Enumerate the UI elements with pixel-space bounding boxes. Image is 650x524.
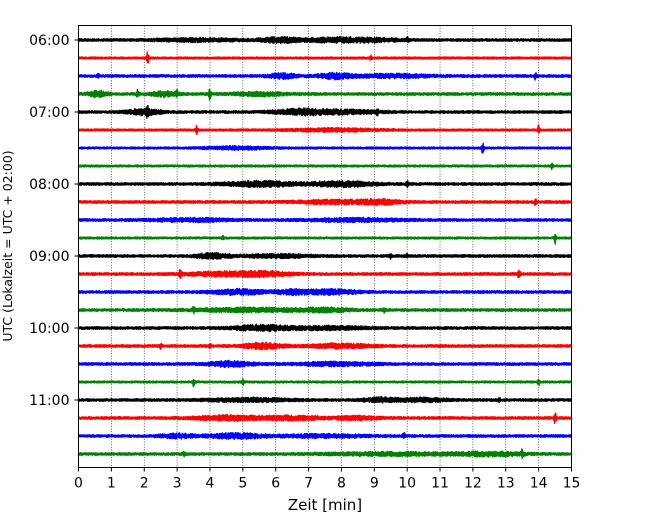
plot-frame <box>78 25 572 468</box>
x-tick-label-2: 2 <box>140 476 149 492</box>
trace-1100 <box>77 395 573 404</box>
x-tick-label-10: 10 <box>398 476 416 492</box>
x-tick-label-15: 15 <box>563 476 581 492</box>
y-tick-label-3: 09:00 <box>29 249 69 265</box>
x-tick-label-5: 5 <box>238 476 247 492</box>
trace-1115 <box>77 412 573 425</box>
y-axis-label: UTC (Lokalzeit = UTC + 02:00) <box>0 150 15 341</box>
trace-0600 <box>77 35 573 45</box>
x-tick-label-3: 3 <box>173 476 182 492</box>
y-tick-label-4: 10:00 <box>29 321 69 337</box>
y-tick-label-0: 06:00 <box>29 33 69 49</box>
trace-0900 <box>77 251 573 261</box>
trace-1015 <box>77 341 573 351</box>
x-tick-label-9: 9 <box>370 476 379 492</box>
trace-1045 <box>77 378 573 388</box>
x-tick-label-12: 12 <box>464 476 482 492</box>
trace-1000 <box>77 323 573 333</box>
trace-0730 <box>77 142 573 154</box>
trace-0930 <box>77 287 573 297</box>
x-tick-label-0: 0 <box>74 476 83 492</box>
trace-0815 <box>77 197 573 207</box>
x-tick-label-14: 14 <box>530 476 548 492</box>
y-tick-label-5: 11:00 <box>29 393 69 409</box>
trace-0800 <box>77 179 573 189</box>
x-tick-label-6: 6 <box>271 476 280 492</box>
trace-1145 <box>77 448 573 460</box>
x-tick-label-11: 11 <box>431 476 449 492</box>
trace-1130 <box>77 431 573 441</box>
y-tick-label-2: 08:00 <box>29 177 69 193</box>
trace-0615 <box>77 51 573 64</box>
x-tick-label-13: 13 <box>497 476 515 492</box>
trace-0830 <box>77 216 573 224</box>
x-tick-label-4: 4 <box>206 476 215 492</box>
y-tick-label-1: 07:00 <box>29 105 69 121</box>
trace-0715 <box>77 124 573 136</box>
trace-0645 <box>77 88 573 101</box>
y-axis-ticks: 06:00 07:00 08:00 09:00 10:00 11:00 <box>29 33 79 409</box>
trace-0745 <box>77 162 573 171</box>
x-tick-label-1: 1 <box>107 476 116 492</box>
x-tick-label-7: 7 <box>304 476 313 492</box>
trace-0630 <box>77 71 573 81</box>
trace-1030 <box>77 359 573 369</box>
x-axis-label: Zeit [min] <box>288 496 362 514</box>
trace-0700 <box>77 104 573 119</box>
x-axis-ticks: 0 1 2 3 4 5 6 7 8 9 10 11 12 13 14 15 <box>74 467 581 492</box>
seismic-traces <box>77 35 573 460</box>
x-tick-label-8: 8 <box>337 476 346 492</box>
trace-0945 <box>77 305 573 315</box>
trace-0845 <box>77 234 573 245</box>
trace-0915 <box>77 269 573 279</box>
